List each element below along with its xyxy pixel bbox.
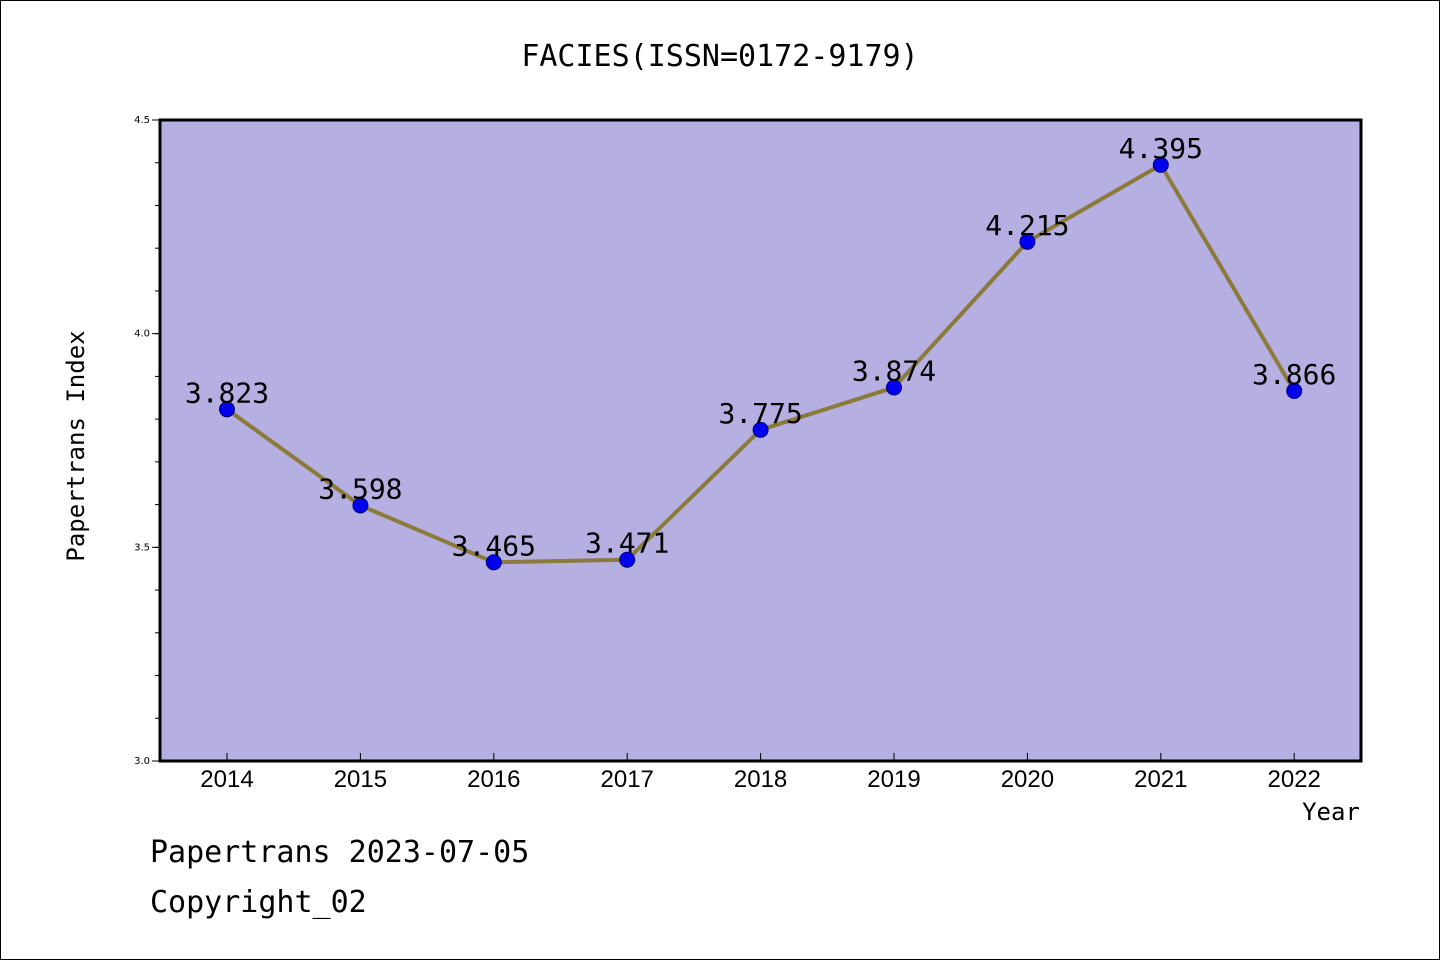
data-label: 3.823 (185, 376, 269, 409)
footer-copyright: Copyright_02 (150, 885, 367, 920)
x-axis: 2014 2015 2016 2017 2018 2019 2020 2021 2022 (200, 753, 1321, 793)
data-point (219, 401, 235, 418)
x-tick-label: 2022 (1268, 766, 1321, 793)
y-tick-label: 3.0 (134, 756, 150, 767)
footer-date-line: Papertrans 2023-07-05 (150, 835, 530, 870)
x-tick-label: 2016 (467, 766, 520, 793)
y-axis: 3.0 3.5 4.0 4.5 (134, 115, 160, 767)
y-axis-label: Papertrans Index (62, 330, 90, 561)
plot-area (158, 118, 1363, 763)
x-axis-label: Year (1302, 798, 1360, 826)
data-label: 3.874 (852, 355, 936, 388)
x-tick-label: 2019 (867, 766, 920, 793)
y-tick-label: 3.5 (134, 542, 150, 553)
data-point (1019, 233, 1036, 250)
data-label: 3.866 (1252, 358, 1336, 391)
data-point (1152, 156, 1169, 173)
data-point (886, 379, 902, 396)
series-markers (219, 156, 1303, 571)
data-point (752, 421, 769, 438)
data-point (352, 497, 369, 514)
x-tick-label: 2014 (200, 766, 253, 793)
data-label: 4.395 (1119, 132, 1203, 165)
data-point (619, 551, 636, 568)
data-label: 3.775 (718, 397, 802, 430)
x-tick-label: 2020 (1001, 766, 1054, 793)
data-label: 4.215 (985, 209, 1069, 242)
x-tick-label: 2015 (334, 766, 387, 793)
x-tick-label: 2021 (1134, 766, 1187, 793)
data-label: 3.465 (452, 529, 536, 562)
y-tick-label: 4.0 (134, 329, 150, 340)
data-point (1286, 382, 1303, 399)
chart-title: FACIES(ISSN=0172-9179) (521, 39, 918, 74)
data-label: 3.598 (318, 472, 402, 505)
x-tick-label: 2017 (601, 766, 654, 793)
x-tick-label: 2018 (734, 766, 787, 793)
data-label: 3.471 (585, 527, 669, 560)
data-point (485, 554, 502, 571)
data-labels: 3.823 3.598 3.465 3.471 3.775 3.874 4.215 4.395… (185, 132, 1336, 562)
y-tick-label: 4.5 (134, 115, 150, 126)
